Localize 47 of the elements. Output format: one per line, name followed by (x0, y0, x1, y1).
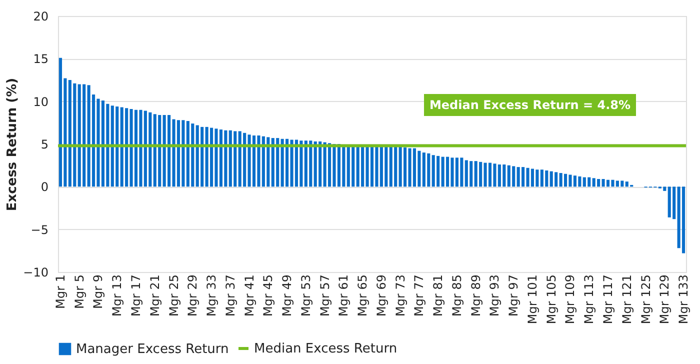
x-tick-label: Mgr 105 (544, 274, 558, 324)
x-tick-label: Mgr 97 (506, 274, 521, 316)
x-tick-label: Mgr 45 (261, 274, 276, 316)
x-tick-label: Mgr 133 (676, 274, 691, 324)
y-tick-label: −10 (23, 266, 48, 280)
legend-label: Median Excess Return (254, 342, 398, 356)
x-tick-label: Mgr 17 (129, 274, 143, 316)
bar (58, 58, 62, 187)
x-tick-label: Mgr 113 (582, 274, 596, 324)
x-tick-label: Mgr 37 (223, 274, 238, 316)
y-tick-label: 10 (33, 94, 48, 109)
x-tick-label: Mgr 29 (186, 274, 200, 316)
y-tick-label: −5 (30, 222, 48, 237)
x-tick-label: Mgr 81 (431, 274, 446, 316)
annotation: Median Excess Return = 4.8% (429, 98, 631, 112)
x-tick-label: Mgr 61 (336, 274, 351, 316)
x-tick-label: Mgr 129 (658, 274, 672, 324)
x-tick-label: Mgr 53 (298, 274, 313, 316)
y-tick-label: 5 (40, 138, 48, 152)
legend-label: Manager Excess Return (76, 342, 229, 357)
y-axis-title: Excess Return (%) (5, 78, 20, 212)
x-tick-label: Mgr 73 (393, 274, 408, 316)
x-tick-label: Mgr 89 (468, 274, 483, 316)
x-tick-label: Mgr 65 (356, 274, 370, 316)
x-tick-label: Mgr 5 (72, 274, 86, 309)
x-tick-label: Mgr 57 (318, 274, 332, 316)
x-tick-label: Mgr 49 (280, 274, 294, 316)
x-tick-label: Mgr 121 (620, 274, 634, 324)
x-tick-label: Mgr 13 (110, 274, 124, 316)
x-tick-label: Mgr 85 (450, 274, 464, 316)
x-tick-label: Mgr 125 (638, 274, 653, 324)
x-tick-label: Mgr 77 (412, 274, 426, 316)
x-tick-label: Mgr 41 (242, 274, 256, 316)
x-tick-label: Mgr 9 (91, 274, 106, 309)
x-tick-label: Mgr 117 (601, 274, 615, 324)
x-tick-label: Mgr 109 (563, 274, 578, 324)
x-tick-label: Mgr 25 (166, 274, 181, 316)
y-tick-label: 0 (40, 180, 48, 194)
x-tick-label: Mgr 21 (148, 274, 162, 316)
x-tick-label: Mgr 33 (204, 274, 219, 316)
x-tick-label: Mgr 93 (488, 274, 502, 316)
x-tick-label: Mgr 1 (53, 274, 68, 309)
x-tick-label: Mgr 101 (525, 274, 540, 324)
y-tick-label: 20 (33, 10, 48, 24)
y-tick-label: 15 (33, 52, 48, 66)
bar (682, 186, 686, 254)
x-tick-label: Mgr 69 (374, 274, 388, 316)
